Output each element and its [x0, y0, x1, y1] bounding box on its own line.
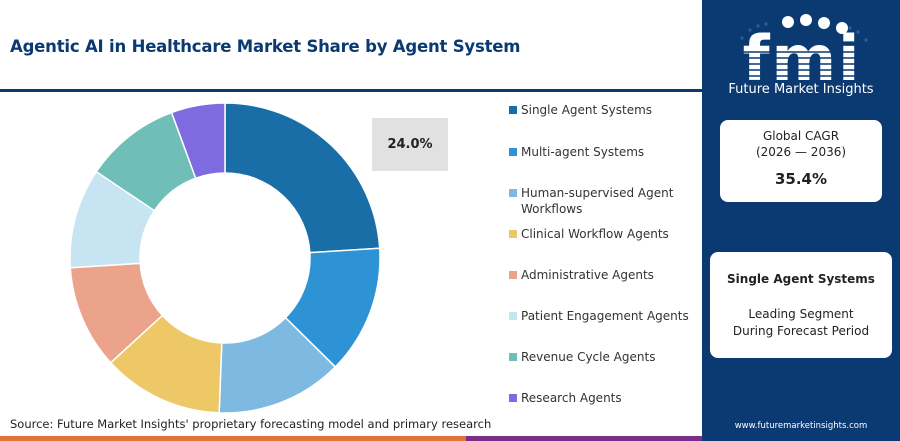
legend-item: Multi-agent Systems — [509, 144, 644, 160]
legend-swatch — [509, 189, 517, 197]
legend-item: Revenue Cycle Agents — [509, 349, 655, 365]
legend-item: Administrative Agents — [509, 267, 654, 283]
legend-swatch — [509, 353, 517, 361]
leading-segment-card: Single Agent Systems Leading Segment Dur… — [710, 252, 892, 358]
legend-item: Research Agents — [509, 390, 622, 406]
legend-swatch — [509, 230, 517, 238]
leading-segment-line2: During Forecast Period — [710, 323, 892, 340]
leading-segment-line1: Leading Segment — [710, 306, 892, 323]
legend-swatch — [509, 271, 517, 279]
legend-label: Administrative Agents — [521, 267, 654, 283]
website-link[interactable]: www.futuremarketinsights.com — [702, 421, 900, 431]
legend-label: Human-supervised Agent Workflows — [521, 185, 699, 217]
legend-label: Multi-agent Systems — [521, 144, 644, 160]
side-panel: fmi Future Market Insights Global CAGR (… — [702, 0, 900, 441]
source-note: Source: Future Market Insights' propriet… — [10, 417, 491, 431]
leading-segment-name: Single Agent Systems — [710, 272, 892, 286]
legend-item: Clinical Workflow Agents — [509, 226, 669, 242]
legend-item: Patient Engagement Agents — [509, 308, 689, 324]
legend-swatch — [509, 106, 517, 114]
cagr-card: Global CAGR (2026 — 2036) 35.4% — [720, 120, 882, 202]
donut-slice-single-agent-systems — [225, 103, 380, 253]
cagr-label: Global CAGR — [720, 128, 882, 144]
legend-item: Single Agent Systems — [509, 102, 652, 118]
legend-label: Research Agents — [521, 390, 622, 406]
cagr-period: (2026 — 2036) — [720, 144, 882, 160]
legend-swatch — [509, 394, 517, 402]
footer-bar-segment — [0, 436, 466, 441]
legend-label: Patient Engagement Agents — [521, 308, 689, 324]
legend-label: Single Agent Systems — [521, 102, 652, 118]
footer-bar-segment — [466, 436, 702, 441]
legend-label: Revenue Cycle Agents — [521, 349, 655, 365]
legend-item: Human-supervised Agent Workflows — [509, 185, 699, 217]
footer-color-bar — [0, 436, 702, 441]
legend-swatch — [509, 148, 517, 156]
page-title: Agentic AI in Healthcare Market Share by… — [10, 37, 520, 56]
legend-label: Clinical Workflow Agents — [521, 226, 669, 242]
brand-name: Future Market Insights — [702, 82, 900, 97]
leading-share-callout: 24.0% — [372, 118, 448, 171]
legend-swatch — [509, 312, 517, 320]
cagr-value: 35.4% — [720, 170, 882, 188]
